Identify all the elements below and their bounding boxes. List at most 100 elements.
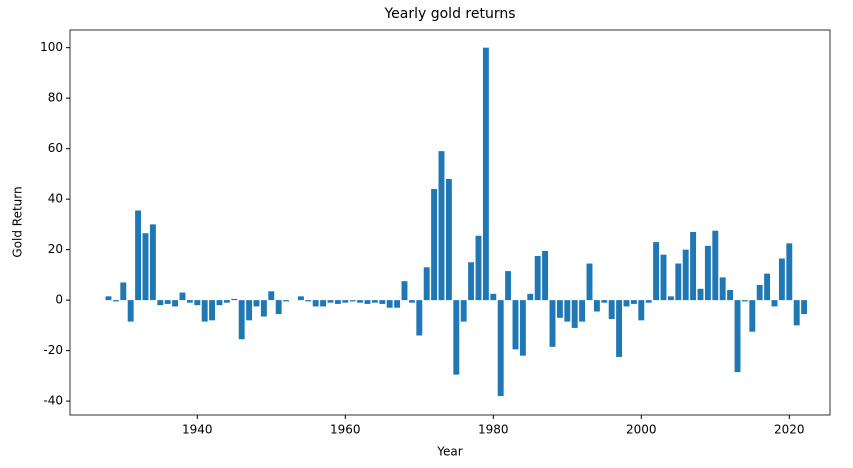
bar — [608, 300, 615, 320]
bar — [497, 300, 504, 397]
bar — [712, 230, 719, 301]
bar — [660, 254, 667, 301]
y-tick-label: -20 — [43, 343, 63, 357]
bar — [764, 273, 771, 301]
bar — [468, 262, 475, 301]
bar — [401, 281, 408, 301]
bar — [756, 284, 763, 301]
bar — [334, 300, 341, 304]
y-tick-label: 100 — [40, 40, 63, 54]
bar — [105, 296, 112, 301]
bar — [704, 245, 711, 301]
y-tick-label: 40 — [48, 192, 63, 206]
bar — [505, 271, 512, 301]
bar — [157, 300, 164, 306]
bar — [320, 300, 327, 307]
y-tick-label: 60 — [48, 141, 63, 155]
bar — [253, 300, 260, 307]
bar — [194, 300, 201, 306]
bar — [112, 300, 119, 302]
bar — [512, 300, 519, 350]
bar — [630, 300, 637, 304]
bar — [527, 293, 534, 301]
bar — [542, 250, 549, 301]
y-tick-label: -40 — [43, 394, 63, 408]
x-tick-label: 1980 — [478, 423, 509, 437]
x-tick-label: 2000 — [626, 423, 657, 437]
bar — [601, 300, 608, 303]
bar — [164, 300, 171, 304]
bar — [223, 300, 230, 303]
bar — [475, 235, 482, 301]
bar — [142, 233, 149, 301]
bar — [371, 300, 378, 303]
y-tick-label: 0 — [55, 293, 63, 307]
bar — [364, 300, 371, 304]
bar — [682, 249, 689, 301]
bar — [394, 300, 401, 308]
bar — [482, 47, 489, 301]
bar — [297, 296, 304, 301]
bar — [209, 300, 216, 321]
bar — [149, 224, 156, 301]
y-axis-label: Gold Return — [11, 186, 25, 257]
bar — [445, 178, 452, 301]
bar — [327, 300, 334, 303]
bar — [571, 300, 578, 328]
bar — [120, 282, 127, 301]
bar — [593, 300, 600, 312]
bar — [305, 300, 312, 302]
bar — [549, 300, 556, 347]
x-tick-label: 2020 — [774, 423, 805, 437]
bar — [579, 300, 586, 322]
bar — [519, 300, 526, 356]
bar — [416, 300, 423, 336]
bar — [127, 300, 134, 322]
bar — [534, 255, 541, 301]
x-axis-label: Year — [436, 445, 462, 459]
plot-frame — [69, 29, 831, 416]
bar — [379, 300, 386, 304]
bar — [727, 290, 734, 301]
bar — [690, 231, 697, 301]
bar — [453, 300, 460, 375]
bar — [786, 243, 793, 301]
y-tick-label: 20 — [48, 242, 63, 256]
bar — [801, 300, 808, 315]
bar — [216, 300, 223, 306]
bar — [490, 293, 497, 301]
bar — [771, 300, 778, 307]
bar — [653, 242, 660, 301]
bar — [246, 300, 253, 321]
bar — [349, 300, 356, 302]
bar — [386, 300, 393, 308]
bar — [741, 300, 748, 302]
bar — [135, 210, 142, 301]
bar — [623, 300, 630, 307]
bar — [357, 300, 364, 303]
bar — [778, 258, 785, 301]
bar — [172, 300, 179, 307]
bar — [268, 291, 275, 301]
bar — [342, 300, 349, 303]
bar — [564, 300, 571, 322]
y-tick-label: 80 — [48, 91, 63, 105]
bar — [586, 263, 593, 301]
bar — [749, 300, 756, 332]
bar — [556, 300, 563, 318]
bar — [231, 298, 238, 301]
bar — [275, 300, 282, 315]
bar — [667, 296, 674, 301]
bar — [283, 300, 290, 302]
bar — [616, 300, 623, 357]
bar — [460, 300, 467, 322]
bar — [719, 277, 726, 301]
bar — [201, 300, 208, 322]
chart-title: Yearly gold returns — [383, 6, 515, 22]
bar — [238, 300, 245, 340]
bar — [734, 300, 741, 373]
bar — [186, 300, 193, 303]
bar — [697, 288, 704, 301]
bar — [312, 300, 319, 307]
